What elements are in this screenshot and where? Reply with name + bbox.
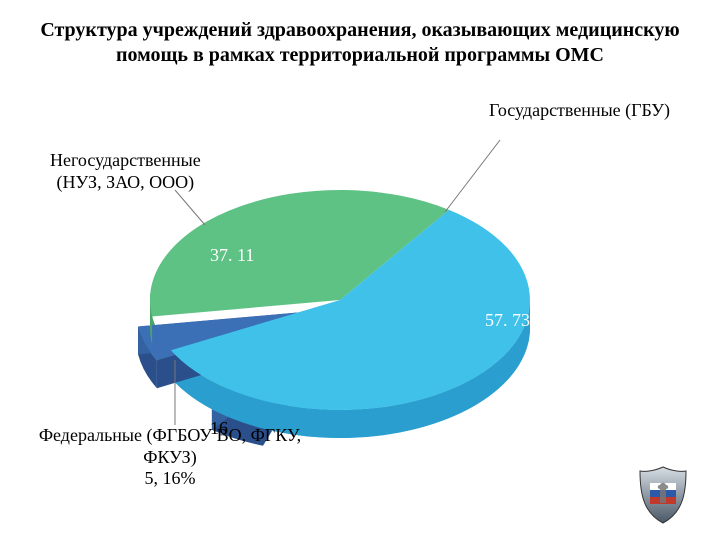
value-gov: 57. 73 <box>485 310 530 331</box>
label-federal-l2: 5, 16% <box>145 468 196 488</box>
label-nongov-l2: (НУЗ, ЗАО, ООО) <box>57 172 195 192</box>
slide: Структура учреждений здравоохранения, ок… <box>0 0 720 540</box>
label-gov: Государственные (ГБУ) <box>489 100 670 122</box>
value-nongov: 37. 11 <box>210 245 254 266</box>
label-nongov-l1: Негосударственные <box>50 150 201 170</box>
label-nongov: Негосударственные (НУЗ, ЗАО, ООО) <box>50 150 201 193</box>
label-federal: Федеральные (ФГБОУ ВО, ФГКУ, ФКУЗ) 5, 16… <box>20 425 320 490</box>
value-federal: 16 <box>210 418 228 439</box>
label-federal-l1: Федеральные (ФГБОУ ВО, ФГКУ, ФКУЗ) <box>39 425 301 467</box>
logo-shield-icon <box>636 465 690 525</box>
